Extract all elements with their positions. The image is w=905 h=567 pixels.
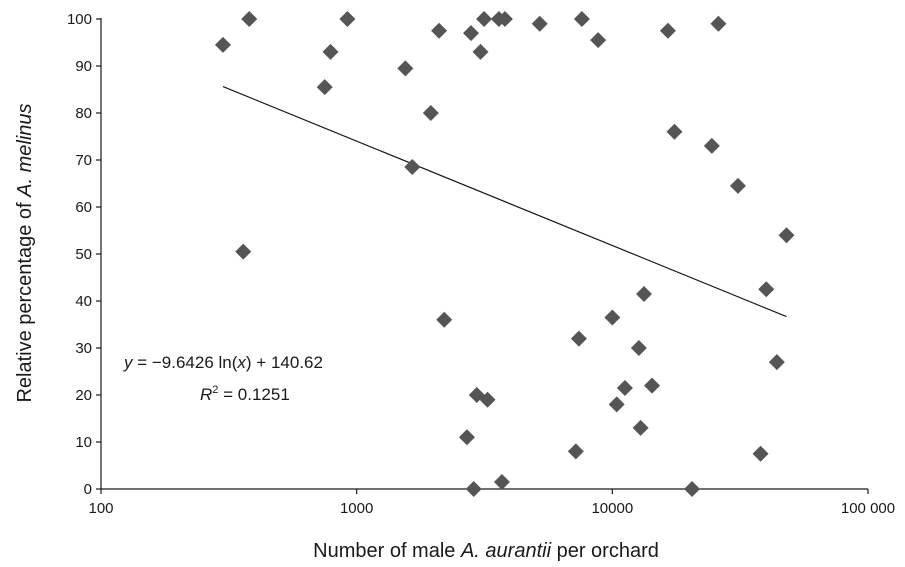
data-point bbox=[778, 227, 795, 244]
data-point bbox=[635, 285, 652, 302]
data-point bbox=[666, 123, 683, 140]
data-point bbox=[458, 429, 475, 446]
y-axis-ticks: 0 10 20 30 40 50 60 70 80 90 100 bbox=[67, 11, 101, 498]
y-tick-label: 20 bbox=[75, 387, 92, 404]
y-axis-title: Relative percentage of A. melinus bbox=[14, 103, 36, 402]
x-tick-label: 100 000 bbox=[841, 500, 895, 517]
x-axis-title: Number of male A. aurantii per orchard bbox=[313, 540, 659, 562]
y-tick-label: 30 bbox=[75, 340, 92, 357]
r-squared-annotation: R2 = 0.1251 bbox=[200, 384, 290, 404]
data-point bbox=[608, 396, 625, 413]
x-axis-title-species: A. aurantii bbox=[460, 540, 552, 562]
y-tick-label: 60 bbox=[75, 199, 92, 216]
r-squared-value: = 0.1251 bbox=[218, 385, 289, 404]
data-point bbox=[729, 177, 746, 194]
data-point bbox=[472, 43, 489, 60]
equation-end: ) + 140.62 bbox=[246, 353, 323, 372]
trendline bbox=[222, 86, 787, 318]
x-tick-label: 100 bbox=[88, 500, 113, 517]
data-points bbox=[214, 11, 795, 497]
data-point bbox=[214, 36, 231, 53]
y-tick-label: 70 bbox=[75, 152, 92, 169]
y-tick-label: 100 bbox=[67, 11, 92, 28]
x-tick-label: 1000 bbox=[340, 500, 373, 517]
data-point bbox=[752, 445, 769, 462]
x-axis-ticks: 100 1000 10000 100 000 bbox=[88, 489, 895, 517]
data-point bbox=[768, 354, 785, 371]
y-tick-label: 90 bbox=[75, 58, 92, 75]
y-tick-label: 0 bbox=[84, 481, 92, 498]
data-point bbox=[703, 137, 720, 154]
data-point bbox=[316, 79, 333, 96]
x-axis-title-text-end: per orchard bbox=[551, 540, 659, 562]
data-point bbox=[496, 11, 513, 27]
data-point bbox=[604, 309, 621, 326]
x-axis-title-text-start: Number of male bbox=[313, 540, 461, 562]
data-point bbox=[493, 473, 510, 490]
data-point bbox=[436, 311, 453, 328]
data-point bbox=[422, 105, 439, 121]
equation-x: x bbox=[236, 353, 246, 372]
data-point bbox=[567, 443, 584, 460]
data-point bbox=[531, 15, 548, 32]
data-point bbox=[462, 25, 479, 42]
data-point bbox=[476, 11, 493, 27]
equation-y: y bbox=[123, 353, 134, 372]
data-point bbox=[644, 377, 661, 394]
data-point bbox=[465, 481, 482, 497]
data-point bbox=[573, 11, 590, 27]
data-point bbox=[479, 391, 496, 408]
y-tick-label: 80 bbox=[75, 105, 92, 122]
y-tick-label: 40 bbox=[75, 293, 92, 310]
data-point bbox=[590, 32, 607, 49]
data-point bbox=[630, 340, 647, 356]
y-tick-label: 50 bbox=[75, 246, 92, 263]
r-squared-exponent: 2 bbox=[212, 384, 218, 396]
data-point bbox=[632, 419, 649, 436]
data-point bbox=[659, 22, 676, 39]
data-point bbox=[235, 243, 252, 260]
data-point bbox=[570, 330, 587, 347]
equation-middle: = −9.6426 ln( bbox=[133, 353, 238, 372]
data-point bbox=[758, 281, 775, 298]
data-point bbox=[684, 481, 701, 497]
data-point bbox=[710, 15, 727, 32]
data-point bbox=[404, 159, 421, 176]
y-tick-label: 10 bbox=[75, 434, 92, 451]
data-point bbox=[616, 379, 633, 396]
y-axis-title-species: A. melinus bbox=[14, 103, 36, 197]
data-point bbox=[322, 43, 339, 60]
data-point bbox=[339, 11, 356, 27]
data-point bbox=[397, 60, 414, 77]
r-squared-r: R bbox=[200, 385, 212, 404]
regression-equation: y = −9.6426 ln(x) + 140.62 bbox=[123, 353, 323, 372]
data-point bbox=[431, 22, 448, 39]
data-point bbox=[241, 11, 258, 27]
x-tick-label: 10000 bbox=[591, 500, 633, 517]
y-axis-title-text: Relative percentage of bbox=[14, 197, 36, 403]
